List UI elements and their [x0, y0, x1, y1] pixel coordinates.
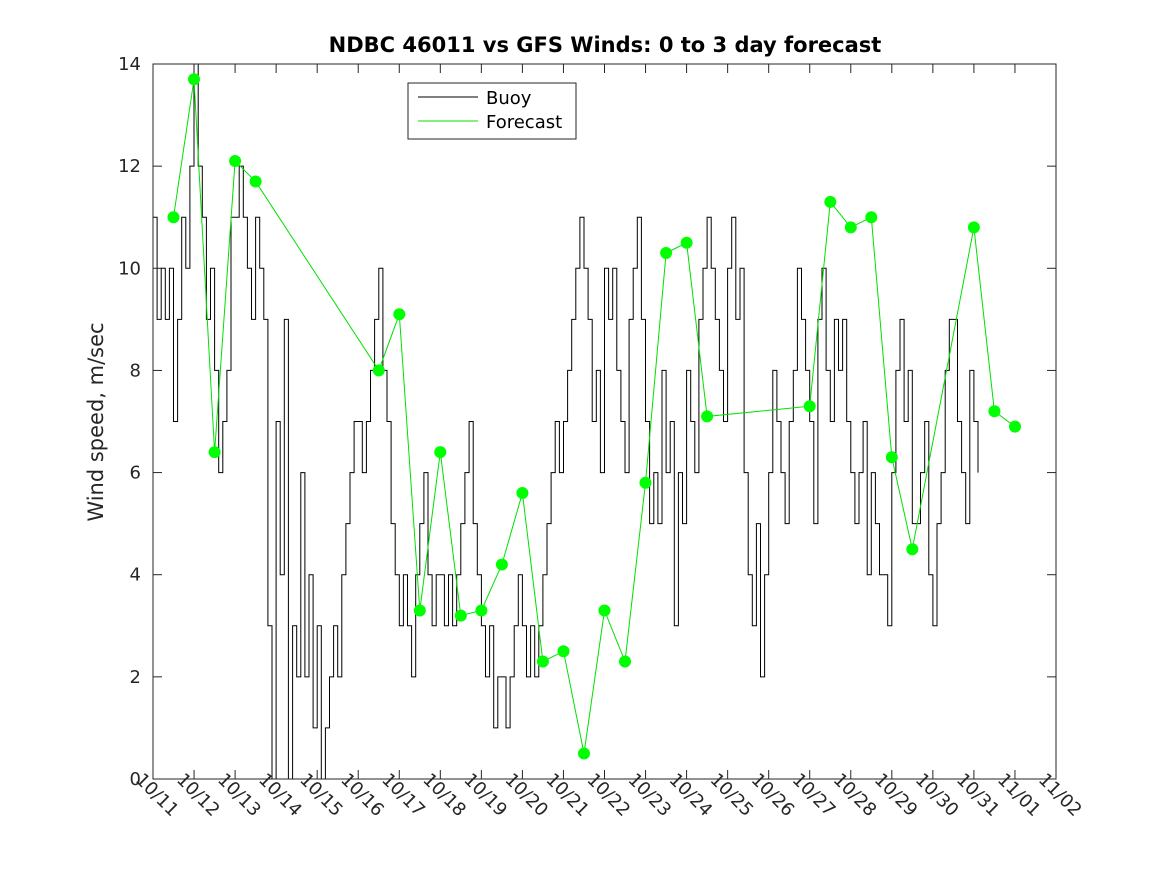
forecast-marker [844, 221, 857, 234]
y-tick-label: 2 [130, 667, 141, 688]
forecast-marker [906, 543, 919, 556]
x-tick-label: 10/24 [665, 769, 717, 821]
forecast-marker [249, 175, 262, 188]
forecast-marker [454, 609, 467, 622]
forecast-marker [865, 211, 878, 224]
forecast-marker [557, 645, 570, 658]
series-buoy-line [153, 63, 979, 780]
x-tick-label: 10/12 [172, 769, 224, 821]
x-tick-label: 10/18 [418, 769, 470, 821]
forecast-marker [701, 410, 714, 423]
legend: Buoy Forecast [407, 82, 577, 140]
forecast-marker [495, 558, 508, 571]
x-tick-label: 10/25 [706, 769, 758, 821]
plot-area [153, 63, 1021, 780]
x-tick-label: 10/13 [213, 769, 265, 821]
forecast-marker [188, 73, 200, 86]
forecast-marker [885, 451, 898, 464]
forecast-marker [229, 155, 242, 167]
x-tick-label: 10/21 [542, 769, 594, 821]
x-tick-label: 10/23 [624, 769, 676, 821]
forecast-marker [536, 655, 549, 668]
y-tick-label: 4 [130, 565, 141, 586]
legend-box [407, 82, 577, 140]
forecast-marker [1009, 420, 1021, 433]
x-tick-label: 10/16 [336, 769, 388, 821]
forecast-marker [824, 195, 837, 208]
forecast-marker [208, 446, 221, 459]
x-tick-label: 10/31 [952, 769, 1004, 821]
forecast-marker [967, 221, 980, 234]
forecast-marker [413, 604, 426, 617]
x-tick-label: 10/26 [747, 769, 799, 821]
y-tick-label: 6 [130, 463, 141, 484]
x-tick-label: 10/17 [377, 769, 429, 821]
axes: 0246810121410/1110/1210/1310/1410/1510/1… [118, 54, 1086, 821]
forecast-marker [988, 405, 1001, 418]
x-tick-label: 10/19 [459, 769, 511, 821]
forecast-marker [598, 604, 611, 617]
forecast-marker [619, 655, 631, 668]
forecast-marker [578, 747, 590, 760]
x-tick-label: 10/28 [829, 769, 881, 821]
legend-entry-buoy: Buoy [486, 88, 532, 109]
x-tick-label: 10/27 [788, 769, 840, 821]
forecast-marker [639, 476, 652, 489]
forecast-marker [516, 487, 529, 499]
series-forecast-line [173, 79, 1016, 754]
forecast-marker [803, 400, 816, 413]
x-tick-label: 11/02 [1034, 769, 1086, 821]
y-tick-label: 10 [118, 258, 141, 279]
x-tick-label: 10/22 [583, 769, 635, 821]
y-tick-label: 0 [130, 769, 141, 790]
x-tick-label: 10/30 [911, 769, 963, 821]
forecast-marker [372, 364, 385, 377]
forecast-marker [475, 604, 488, 617]
y-tick-label: 12 [118, 156, 141, 177]
y-tick-label: 14 [118, 54, 141, 75]
x-tick-label: 10/20 [501, 769, 553, 821]
y-axis-label: Wind speed, m/sec [84, 322, 108, 521]
forecast-marker [167, 211, 180, 224]
y-tick-label: 8 [130, 360, 141, 381]
x-tick-label: 10/11 [131, 769, 183, 821]
chart-title: NDBC 46011 vs GFS Winds: 0 to 3 day fore… [329, 33, 882, 57]
x-tick-label: 10/14 [254, 769, 306, 821]
forecast-marker [680, 236, 693, 249]
forecast-marker [660, 247, 673, 259]
forecast-marker [434, 446, 447, 459]
x-tick-label: 11/01 [993, 769, 1045, 821]
legend-entry-forecast: Forecast [486, 112, 562, 133]
forecast-marker [393, 308, 406, 321]
x-tick-label: 10/29 [870, 769, 922, 821]
